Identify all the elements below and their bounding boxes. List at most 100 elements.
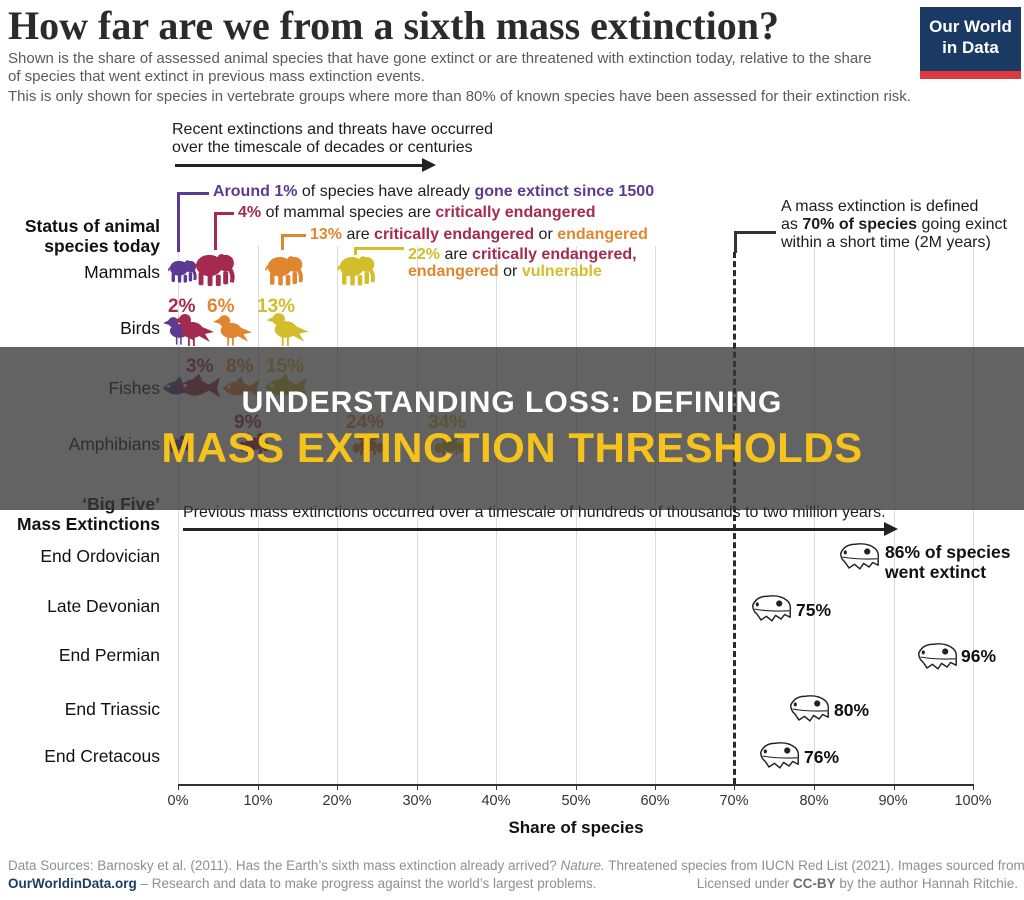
elephant-icon [192,246,238,290]
x-tick-50: 50% [561,793,591,809]
dinosaur-skull-icon [838,541,880,573]
pct-label-birds-cr: 2% [168,296,196,317]
owid-logo[interactable]: Our World in Data [920,7,1021,79]
annotation-cr-en-vu-line1: 22% are critically endangered, [408,246,637,263]
x-tick-80: 80% [799,793,829,809]
x-tick-40: 40% [481,793,511,809]
definition-connector [734,231,776,234]
x-tick-30: 30% [402,793,432,809]
connector-yellow [354,247,357,255]
tickmark [496,784,497,790]
gridline [894,246,895,784]
page-title: How far are we from a sixth mass extinct… [8,3,780,48]
tickmark [814,784,815,790]
owid-link[interactable]: OurWorldinData.org [8,876,137,891]
tickmark [337,784,338,790]
tickmark [258,784,259,790]
elephant-icon [336,248,378,290]
recent-note-line2: over the timescale of decades or centuri… [172,139,473,156]
gridline [258,246,259,784]
definition-line2: as 70% of species going exinct [781,216,1007,233]
annotation-extinct: Around 1% of species have already gone e… [213,183,655,200]
tickmark [417,784,418,790]
dinosaur-skull-icon [916,641,958,673]
elephant-icon [264,248,306,290]
subtitle-line3: This is only shown for species in verteb… [8,88,911,105]
banner-overlay [0,347,1024,510]
threshold-dashed-line [733,252,736,784]
annotation-cr-en: 13% are critically endangered or endange… [310,226,648,243]
row-label-end-cretacous: End Cretacous [44,746,160,766]
bird-icon [266,310,310,347]
pct-label-birds-cr-en-vu: 13% [257,296,296,317]
dinosaur-skull-icon [788,693,830,725]
x-tick-10: 10% [243,793,273,809]
gridline [655,246,656,784]
connector-crimson [214,212,217,250]
bird-icon [173,311,215,347]
tickmark [178,784,179,790]
subtitle-line1: Shown is the share of assessed animal sp… [8,50,872,67]
annotation-cr: 4% of mammal species are critically enda… [238,204,596,221]
definition-line1: A mass extinction is defined [781,198,979,215]
row-label-end-ordovician: End Ordovician [40,546,160,566]
extinction-pct: 75% [796,600,832,620]
owid-logo-redbar [920,71,1021,79]
status-label-line1: Status of animal [24,216,160,236]
connector-orange [281,234,306,237]
x-tick-90: 90% [878,793,908,809]
tickmark [655,784,656,790]
definition-line3: within a short time (2M years) [781,234,991,251]
extinction-pct: 80% [834,700,870,720]
x-tick-70: 70% [719,793,749,809]
owid-logo-text: Our World in Data [920,7,1021,71]
definition-connector [734,231,737,253]
row-label-late-devonian: Late Devonian [47,596,160,616]
extinction-pct: 96% [961,646,997,666]
extinction-note-line2: went extinct [885,562,987,582]
connector-yellow [354,247,404,250]
row-label-end-permian: End Permian [58,645,160,665]
bird-icon [213,312,253,347]
tickmark [734,784,735,790]
previous-timescale-arrow [183,522,898,536]
x-tick-0: 0% [167,793,189,809]
dinosaur-skull-icon [758,740,800,772]
connector-purple [177,192,209,195]
x-tick-20: 20% [322,793,352,809]
owid-credit: OurWorldinData.org – Research and data t… [8,876,597,891]
gridline [973,246,974,784]
tickmark [973,784,974,790]
x-tick-60: 60% [640,793,670,809]
gridline [576,246,577,784]
pct-label-birds-cr-en: 6% [207,296,235,317]
extinction-pct: 76% [804,747,840,767]
row-label-birds: Birds [120,318,160,338]
recent-timescale-arrow [175,158,436,172]
gridline [337,246,338,784]
subtitle-line2: of species that went extinct in previous… [8,68,425,85]
gridline [814,246,815,784]
banner-title-line1: UNDERSTANDING LOSS: DEFINING [241,386,783,419]
gridline [178,246,179,784]
data-sources: Data Sources: Barnosky et al. (2011). Ha… [8,858,1024,873]
dinosaur-skull-icon [750,593,792,625]
extinction-note-line1: 86% of species [885,542,1011,562]
connector-crimson [214,212,234,215]
x-tick-100: 100% [954,793,992,809]
tickmark [576,784,577,790]
gridline [417,246,418,784]
connector-purple [177,192,180,252]
tickmark [894,784,895,790]
row-label-mammals: Mammals [84,262,160,282]
row-label-end-triassic: End Triassic [64,699,160,719]
big-five-label-line2: Mass Extinctions [17,514,160,534]
annotation-cr-en-vu-line2: endangered or vulnerable [408,263,602,280]
status-label-line2: species today [44,236,160,256]
connector-orange [281,234,284,250]
recent-note-line1: Recent extinctions and threats have occu… [172,121,494,138]
banner-title-line2: MASS EXTINCTION THRESHOLDS [161,424,863,471]
gridline [496,246,497,784]
x-axis-label: Share of species [508,818,644,837]
